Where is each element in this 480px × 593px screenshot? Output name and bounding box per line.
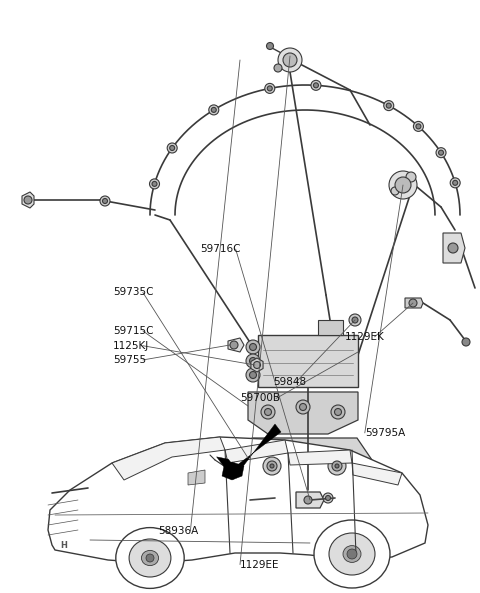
Text: 59735C: 59735C [113, 288, 153, 297]
Polygon shape [216, 424, 281, 479]
Ellipse shape [142, 550, 158, 566]
Circle shape [328, 457, 346, 475]
Circle shape [152, 181, 157, 186]
Circle shape [211, 107, 216, 113]
Ellipse shape [329, 533, 375, 575]
Circle shape [335, 464, 339, 468]
Circle shape [386, 103, 391, 108]
Circle shape [349, 314, 361, 326]
Circle shape [274, 64, 282, 72]
Ellipse shape [129, 539, 171, 577]
Circle shape [100, 196, 110, 206]
Circle shape [453, 180, 458, 186]
Polygon shape [188, 470, 205, 485]
Circle shape [264, 409, 272, 416]
Circle shape [325, 496, 331, 500]
Ellipse shape [314, 520, 390, 588]
Text: 59848: 59848 [274, 378, 307, 387]
Polygon shape [352, 463, 402, 485]
Circle shape [209, 105, 219, 115]
Circle shape [448, 243, 458, 253]
Text: 58936A: 58936A [158, 526, 199, 535]
Circle shape [296, 400, 310, 414]
Text: 1125KJ: 1125KJ [113, 341, 149, 350]
Text: H: H [60, 540, 67, 550]
Polygon shape [288, 450, 352, 465]
Circle shape [250, 371, 256, 378]
Circle shape [261, 405, 275, 419]
Circle shape [323, 493, 333, 503]
Text: 59795A: 59795A [365, 428, 405, 438]
Circle shape [267, 86, 272, 91]
Circle shape [331, 405, 345, 419]
Polygon shape [225, 440, 288, 463]
Circle shape [300, 403, 307, 410]
Circle shape [253, 362, 261, 368]
Circle shape [283, 53, 297, 67]
Circle shape [416, 124, 421, 129]
Text: 59716C: 59716C [201, 244, 241, 254]
Bar [258, 335, 358, 387]
Bar [318, 320, 343, 335]
Circle shape [149, 179, 159, 189]
Circle shape [439, 150, 444, 155]
Polygon shape [251, 358, 263, 372]
Circle shape [263, 457, 281, 475]
Circle shape [384, 101, 394, 111]
Polygon shape [222, 462, 244, 480]
Circle shape [391, 187, 399, 195]
Circle shape [395, 177, 411, 193]
Circle shape [313, 83, 318, 88]
Circle shape [304, 496, 312, 504]
Circle shape [266, 43, 274, 49]
Text: 1129EE: 1129EE [240, 560, 279, 569]
Polygon shape [48, 437, 428, 563]
Circle shape [265, 84, 275, 94]
Circle shape [413, 122, 423, 132]
Circle shape [436, 148, 446, 158]
Circle shape [332, 461, 342, 471]
Text: 59715C: 59715C [113, 326, 153, 336]
Circle shape [270, 464, 274, 468]
Polygon shape [405, 298, 423, 308]
Circle shape [311, 80, 321, 90]
Circle shape [335, 409, 341, 416]
Ellipse shape [343, 546, 361, 562]
Text: 59755: 59755 [113, 355, 146, 365]
Circle shape [352, 317, 358, 323]
Circle shape [347, 549, 357, 559]
Circle shape [230, 341, 238, 349]
Circle shape [267, 461, 277, 471]
Circle shape [246, 354, 260, 368]
Text: 59700B: 59700B [240, 394, 280, 403]
Circle shape [278, 48, 302, 72]
Text: 1129EK: 1129EK [345, 332, 384, 342]
Ellipse shape [116, 528, 184, 588]
Circle shape [246, 368, 260, 382]
Polygon shape [112, 437, 225, 480]
Polygon shape [248, 392, 358, 434]
Circle shape [167, 143, 177, 153]
Circle shape [462, 338, 470, 346]
Polygon shape [247, 438, 372, 486]
Circle shape [103, 199, 108, 203]
Polygon shape [228, 338, 244, 352]
Circle shape [24, 196, 32, 204]
Circle shape [250, 358, 256, 365]
Circle shape [170, 145, 175, 151]
Circle shape [250, 343, 256, 350]
Polygon shape [296, 492, 324, 508]
Circle shape [146, 554, 154, 562]
Circle shape [246, 340, 260, 354]
Circle shape [406, 172, 416, 182]
Circle shape [389, 171, 417, 199]
Circle shape [409, 299, 417, 307]
Polygon shape [443, 233, 465, 263]
Circle shape [450, 178, 460, 188]
Polygon shape [22, 192, 34, 208]
